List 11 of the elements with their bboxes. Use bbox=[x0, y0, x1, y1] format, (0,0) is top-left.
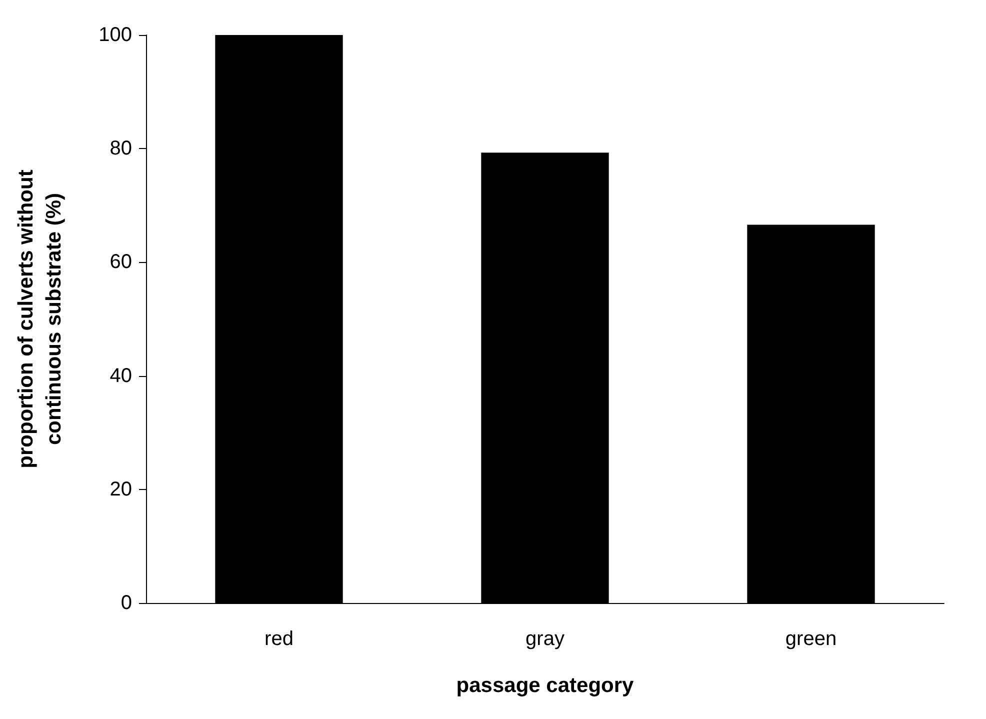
x-axis-title: passage category bbox=[456, 674, 634, 697]
y-tick-label: 20 bbox=[110, 478, 132, 500]
x-tick-label: red bbox=[264, 628, 294, 650]
y-tick-label: 80 bbox=[110, 138, 132, 160]
x-tick-label: green bbox=[785, 628, 837, 650]
y-tick-label: 0 bbox=[120, 592, 132, 614]
x-tick-label: gray bbox=[526, 628, 564, 650]
y-tick-label: 60 bbox=[110, 251, 132, 274]
y-tick-label: 100 bbox=[98, 24, 132, 46]
y-tick-label: 40 bbox=[110, 364, 132, 387]
y-axis-title: proportion of culverts without continuous substrate (%) bbox=[14, 170, 66, 468]
